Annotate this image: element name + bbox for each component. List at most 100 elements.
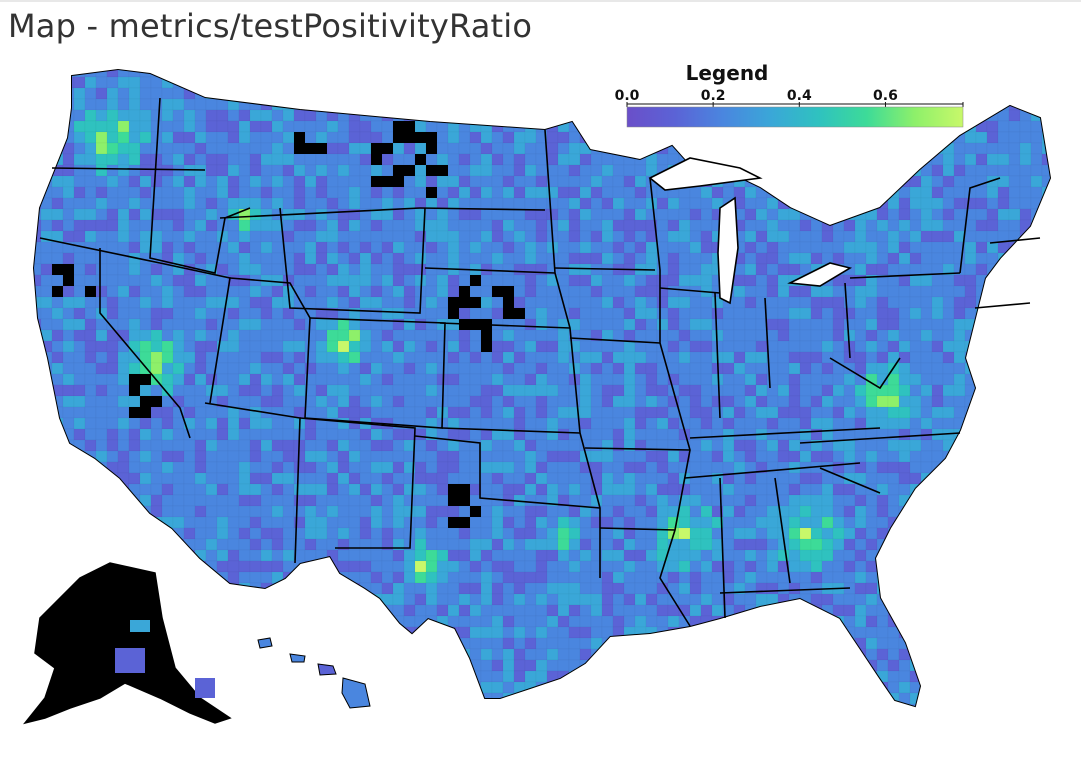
county-cell[interactable] (425, 329, 438, 342)
county-cell[interactable] (524, 131, 537, 144)
county-cell[interactable] (590, 395, 603, 408)
county-cell[interactable] (73, 395, 86, 408)
county-cell[interactable] (535, 219, 548, 232)
county-cell[interactable] (557, 428, 570, 441)
county-cell[interactable] (260, 109, 273, 122)
county-cell[interactable] (766, 274, 779, 287)
county-cell[interactable] (788, 351, 801, 364)
county-cell[interactable] (865, 318, 878, 331)
county-cell[interactable] (491, 340, 504, 353)
county-cell[interactable] (502, 516, 515, 529)
county-cell[interactable] (876, 197, 889, 210)
county-cell[interactable] (700, 296, 713, 309)
county-cell[interactable] (381, 351, 394, 364)
county-cell[interactable] (337, 560, 350, 573)
county-cell[interactable] (326, 439, 339, 452)
county-cell[interactable] (260, 131, 273, 144)
county-cell[interactable] (337, 351, 350, 364)
county-cell[interactable] (755, 329, 768, 342)
county-cell[interactable] (260, 263, 273, 276)
county-cell[interactable] (139, 340, 152, 353)
county-cell[interactable] (854, 549, 867, 562)
county-cell[interactable] (524, 208, 537, 221)
county-cell[interactable] (150, 109, 163, 122)
county-cell[interactable] (293, 461, 306, 474)
county-cell[interactable] (249, 582, 262, 595)
county-cell[interactable] (150, 296, 163, 309)
county-cell[interactable] (73, 175, 86, 188)
county-cell[interactable] (1008, 362, 1021, 375)
county-cell[interactable] (128, 538, 141, 551)
county-cell[interactable] (744, 593, 757, 606)
county-cell[interactable] (942, 252, 955, 265)
county-cell[interactable] (249, 483, 262, 496)
county-cell[interactable] (139, 197, 152, 210)
county-cell[interactable] (260, 252, 273, 265)
county-cell[interactable] (304, 560, 317, 573)
county-cell[interactable] (271, 76, 284, 89)
county-cell[interactable] (799, 318, 812, 331)
county-cell[interactable] (656, 450, 669, 463)
county-cell[interactable] (348, 593, 361, 606)
county-cell[interactable] (524, 439, 537, 452)
county-cell[interactable] (975, 406, 988, 419)
county-cell[interactable] (568, 626, 581, 639)
county-cell[interactable] (777, 76, 790, 89)
county-cell[interactable] (392, 516, 405, 529)
county-cell[interactable] (579, 208, 592, 221)
county-cell[interactable] (62, 219, 75, 232)
county-cell[interactable] (260, 307, 273, 320)
county-cell[interactable] (942, 582, 955, 595)
county-cell[interactable] (216, 516, 229, 529)
county-cell[interactable] (568, 505, 581, 518)
county-cell[interactable] (491, 285, 504, 298)
county-cell[interactable] (260, 593, 273, 606)
county-cell[interactable] (975, 76, 988, 89)
county-cell[interactable] (821, 175, 834, 188)
county-cell[interactable] (689, 252, 702, 265)
county-cell[interactable] (557, 142, 570, 155)
county-cell[interactable] (1041, 351, 1053, 364)
county-cell[interactable] (128, 175, 141, 188)
county-cell[interactable] (601, 450, 614, 463)
county-cell[interactable] (172, 208, 185, 221)
county-cell[interactable] (623, 142, 636, 155)
county-cell[interactable] (821, 472, 834, 485)
county-cell[interactable] (678, 296, 691, 309)
county-cell[interactable] (161, 241, 174, 254)
county-cell[interactable] (480, 483, 493, 496)
county-cell[interactable] (359, 571, 372, 584)
county-cell[interactable] (447, 373, 460, 386)
county-cell[interactable] (403, 527, 416, 540)
county-cell[interactable] (755, 164, 768, 177)
county-cell[interactable] (766, 219, 779, 232)
county-cell[interactable] (777, 351, 790, 364)
county-cell[interactable] (832, 384, 845, 397)
county-cell[interactable] (150, 362, 163, 375)
county-cell[interactable] (623, 615, 636, 628)
county-cell[interactable] (238, 285, 251, 298)
county-cell[interactable] (535, 461, 548, 474)
county-cell[interactable] (920, 285, 933, 298)
county-cell[interactable] (865, 615, 878, 628)
county-cell[interactable] (887, 318, 900, 331)
county-cell[interactable] (557, 538, 570, 551)
county-cell[interactable] (667, 307, 680, 320)
county-cell[interactable] (964, 142, 977, 155)
county-cell[interactable] (920, 560, 933, 573)
county-cell[interactable] (986, 450, 999, 463)
county-cell[interactable] (282, 505, 295, 518)
county-cell[interactable] (436, 538, 449, 551)
county-cell[interactable] (953, 197, 966, 210)
county-cell[interactable] (315, 439, 328, 452)
county-cell[interactable] (535, 241, 548, 254)
county-cell[interactable] (876, 208, 889, 221)
county-cell[interactable] (1041, 164, 1053, 177)
county-cell[interactable] (282, 164, 295, 177)
county-cell[interactable] (997, 98, 1010, 111)
county-cell[interactable] (260, 164, 273, 177)
county-cell[interactable] (447, 604, 460, 617)
county-cell[interactable] (348, 428, 361, 441)
county-cell[interactable] (117, 516, 130, 529)
county-cell[interactable] (282, 527, 295, 540)
